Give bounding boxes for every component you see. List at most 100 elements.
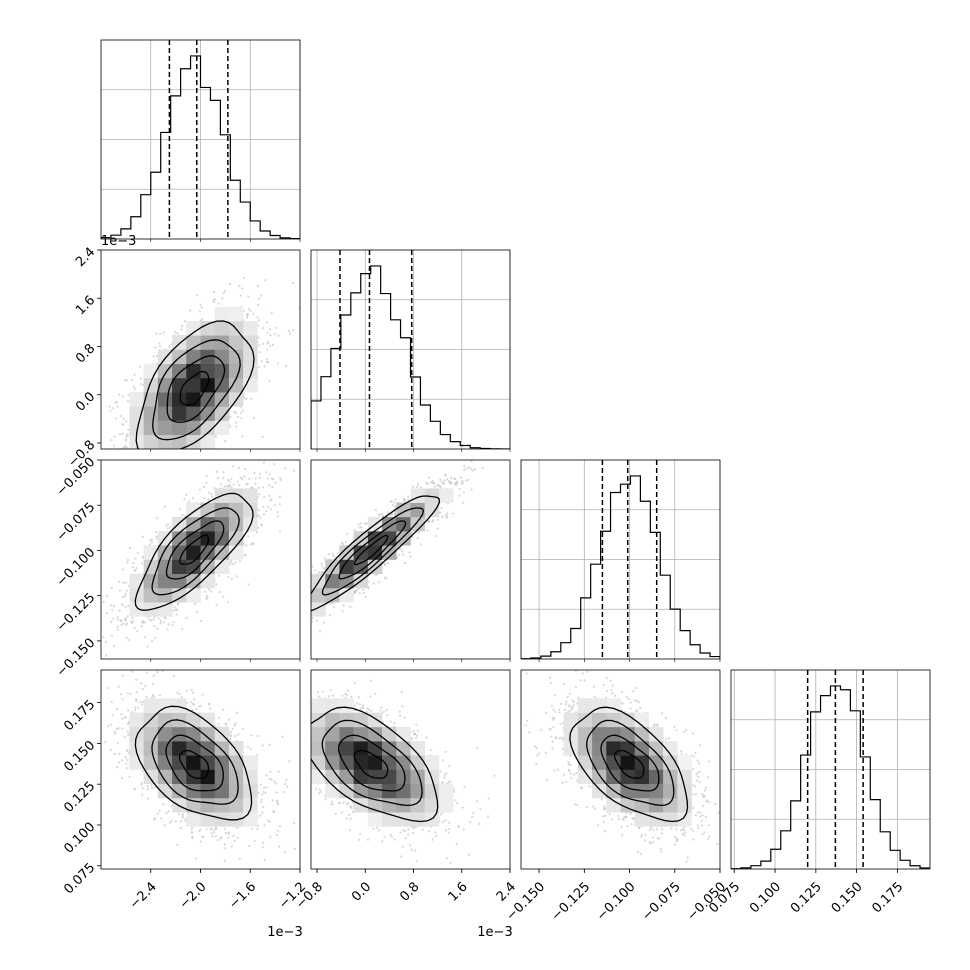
sample-point <box>125 589 129 592</box>
sample-point <box>210 590 213 593</box>
sample-point <box>146 645 149 648</box>
density-cell <box>228 377 244 393</box>
sample-point <box>215 470 219 473</box>
density-cell <box>214 306 230 322</box>
sample-point <box>136 502 138 504</box>
sample-point <box>108 405 111 408</box>
sample-point <box>124 606 127 609</box>
sample-point <box>215 603 218 606</box>
contour-2 <box>152 339 241 441</box>
sample-point <box>125 379 129 382</box>
sample-point <box>147 453 149 455</box>
sample-point <box>258 476 261 479</box>
sample-point <box>331 553 334 556</box>
sample-point <box>155 537 158 540</box>
hist-panel-0 <box>100 39 301 240</box>
sample-point <box>195 450 197 452</box>
sample-point <box>207 498 210 501</box>
sample-point <box>312 411 314 413</box>
density-cell <box>157 420 173 436</box>
sample-point <box>113 470 115 472</box>
sample-point <box>258 351 261 354</box>
sample-point <box>136 455 138 457</box>
sample-point <box>162 460 164 462</box>
sample-point <box>117 452 119 454</box>
sample-point <box>110 586 113 589</box>
sample-point <box>294 616 296 618</box>
sample-point <box>393 501 396 504</box>
sample-point <box>256 284 260 288</box>
sample-point <box>155 517 159 520</box>
sample-point <box>140 479 142 481</box>
sample-point <box>401 550 404 553</box>
sample-point <box>104 641 108 644</box>
sample-point <box>173 468 175 470</box>
sample-point <box>262 342 265 346</box>
sample-point <box>265 510 268 513</box>
sample-point <box>260 645 262 647</box>
sample-point <box>102 636 105 639</box>
sample-point <box>128 476 130 478</box>
sample-point <box>294 590 296 592</box>
sample-point <box>249 309 252 312</box>
density-cell <box>214 335 230 350</box>
sample-point <box>306 636 308 638</box>
sample-point <box>181 627 184 631</box>
sample-point <box>126 432 129 436</box>
sample-point <box>271 486 274 489</box>
sample-point <box>394 498 397 501</box>
sample-point <box>381 515 384 518</box>
sample-point <box>154 346 157 349</box>
sample-point <box>328 614 331 617</box>
sample-point <box>264 279 267 282</box>
sample-point <box>229 560 232 564</box>
sample-point <box>112 617 115 620</box>
sample-point <box>247 535 250 538</box>
sample-point <box>442 482 445 485</box>
density-cell <box>214 420 230 436</box>
sample-point <box>189 462 191 464</box>
sample-point <box>336 552 339 555</box>
histogram-2 <box>521 475 720 659</box>
sample-point <box>270 498 273 501</box>
sample-point <box>201 318 204 321</box>
sample-point <box>253 471 256 475</box>
density-cell <box>200 335 216 350</box>
sample-point <box>198 488 201 491</box>
sample-point <box>287 605 289 607</box>
sample-point <box>158 471 160 473</box>
hist-panel-3 <box>730 669 931 870</box>
density-cell <box>143 377 159 393</box>
sample-point <box>96 596 98 598</box>
sample-point <box>256 452 258 454</box>
density-cell <box>200 392 216 407</box>
sample-point <box>205 474 208 477</box>
sample-point <box>121 595 125 598</box>
sample-point <box>260 523 263 526</box>
sample-point <box>140 562 144 565</box>
sample-point <box>262 513 266 516</box>
sample-point <box>133 451 135 453</box>
density-cell <box>200 363 216 379</box>
sample-point <box>481 467 484 470</box>
sample-point <box>287 626 289 628</box>
sample-point <box>208 588 211 591</box>
sample-point <box>293 625 295 627</box>
sample-point <box>121 432 124 435</box>
density-cell <box>186 502 201 518</box>
sample-point <box>275 326 278 329</box>
sample-point <box>268 494 271 498</box>
sample-point <box>377 581 381 584</box>
sample-point <box>358 526 361 529</box>
sample-point <box>230 486 233 489</box>
sample-point <box>223 290 227 293</box>
sample-point <box>223 439 227 443</box>
sample-point <box>257 366 260 369</box>
sample-point <box>166 628 169 631</box>
density-cell <box>129 392 144 407</box>
sample-point <box>87 522 89 524</box>
sample-point <box>259 472 262 476</box>
sample-point <box>110 604 113 607</box>
sample-point <box>268 380 271 383</box>
sample-point <box>225 485 228 488</box>
